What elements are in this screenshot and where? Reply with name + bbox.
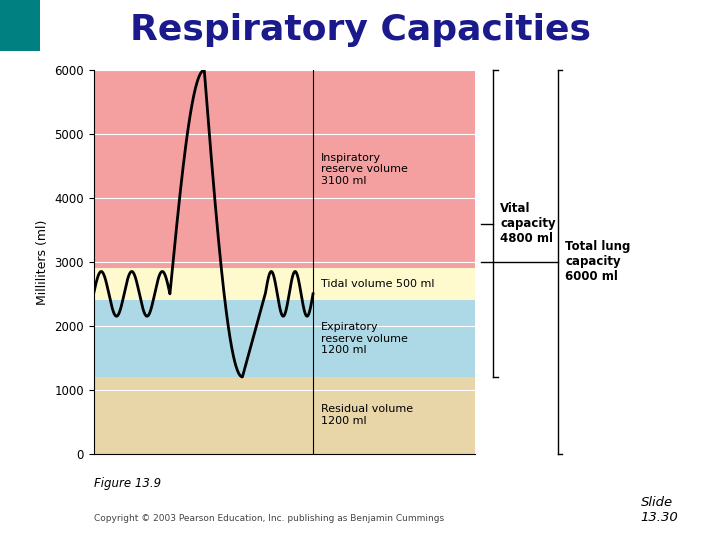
Text: Inspiratory
reserve volume
3100 ml: Inspiratory reserve volume 3100 ml [320, 153, 408, 186]
Text: Total lung
capacity
6000 ml: Total lung capacity 6000 ml [565, 240, 631, 284]
Y-axis label: Milliliters (ml): Milliliters (ml) [36, 219, 49, 305]
Bar [94, 70, 475, 268]
Bar [94, 377, 475, 454]
Text: Copyright © 2003 Pearson Education, Inc. publishing as Benjamin Cummings: Copyright © 2003 Pearson Education, Inc.… [94, 514, 444, 523]
Text: Slide
13.30: Slide 13.30 [641, 496, 678, 524]
Text: Tidal volume 500 ml: Tidal volume 500 ml [320, 279, 434, 289]
Text: Expiratory
reserve volume
1200 ml: Expiratory reserve volume 1200 ml [320, 322, 408, 355]
Text: Respiratory Capacities: Respiratory Capacities [130, 13, 590, 46]
Text: Residual volume
1200 ml: Residual volume 1200 ml [320, 404, 413, 426]
Text: Vital
capacity
4800 ml: Vital capacity 4800 ml [500, 202, 556, 245]
Bar [94, 268, 475, 300]
Bar [94, 300, 475, 377]
Text: Figure 13.9: Figure 13.9 [94, 477, 161, 490]
